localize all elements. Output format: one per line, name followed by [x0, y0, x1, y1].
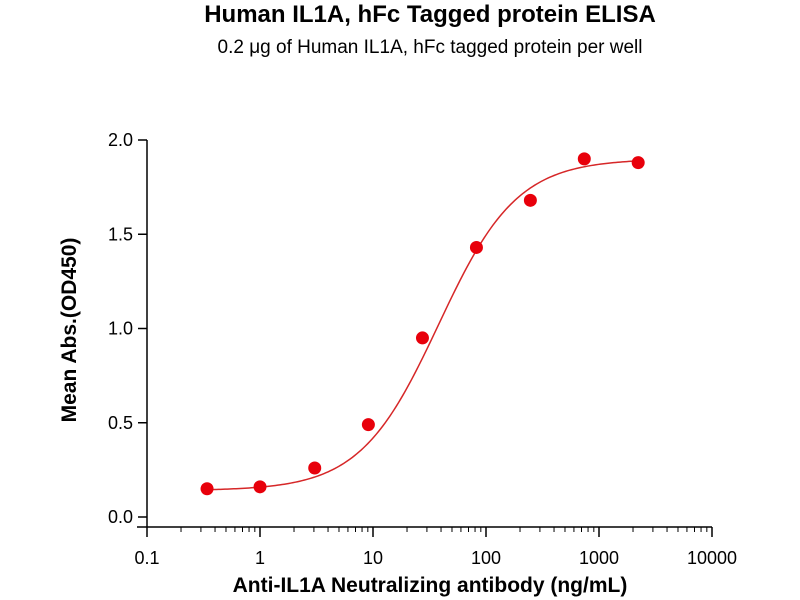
x-tick-label: 0.1 [134, 548, 159, 568]
fit-curve-layer [200, 160, 640, 491]
data-point [523, 193, 537, 207]
x-tick-label: 10000 [687, 548, 737, 568]
x-tick-label: 1 [255, 548, 265, 568]
y-tick-label: 1.0 [108, 319, 133, 339]
y-tick-label: 2.0 [108, 130, 133, 150]
data-points-layer [200, 152, 645, 496]
x-tick-label: 10 [363, 548, 383, 568]
x-axis-ticks: 0.1 1 10 100 1000 10000 [134, 527, 737, 568]
data-point [361, 418, 375, 432]
y-tick-label: 0.5 [108, 413, 133, 433]
data-point [200, 482, 214, 496]
y-tick-label: 1.5 [108, 224, 133, 244]
chart-title: Human IL1A, hFc Tagged protein ELISA [204, 1, 656, 28]
y-tick-label: 0.0 [108, 507, 133, 527]
data-point [631, 156, 645, 170]
axes [137, 140, 712, 528]
x-tick-label: 100 [471, 548, 501, 568]
data-point [577, 152, 591, 166]
x-tick-label: 1000 [579, 548, 619, 568]
chart-subtitle: 0.2 μg of Human IL1A, hFc tagged protein… [218, 37, 643, 58]
y-axis-label: Mean Abs.(OD450) [58, 238, 81, 423]
data-point [469, 240, 483, 254]
data-point [253, 480, 267, 494]
y-axis-ticks: 0.0 0.5 1.0 1.5 2.0 [108, 130, 147, 527]
fit-curve [200, 160, 640, 491]
x-axis-label: Anti-IL1A Neutralizing antibody (ng/mL) [233, 574, 628, 597]
data-point [308, 461, 322, 475]
data-point [415, 331, 429, 345]
